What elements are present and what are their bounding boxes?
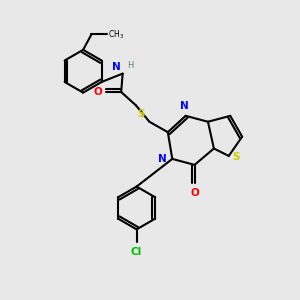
Text: N: N xyxy=(112,62,120,72)
Text: Cl: Cl xyxy=(131,247,142,256)
Text: O: O xyxy=(93,87,102,97)
Text: N: N xyxy=(158,154,167,164)
Text: H: H xyxy=(127,61,133,70)
Text: $\mathregular{CH_3}$: $\mathregular{CH_3}$ xyxy=(108,28,124,40)
Text: S: S xyxy=(232,152,240,162)
Text: O: O xyxy=(190,188,199,198)
Text: N: N xyxy=(180,101,189,111)
Text: S: S xyxy=(138,109,145,119)
